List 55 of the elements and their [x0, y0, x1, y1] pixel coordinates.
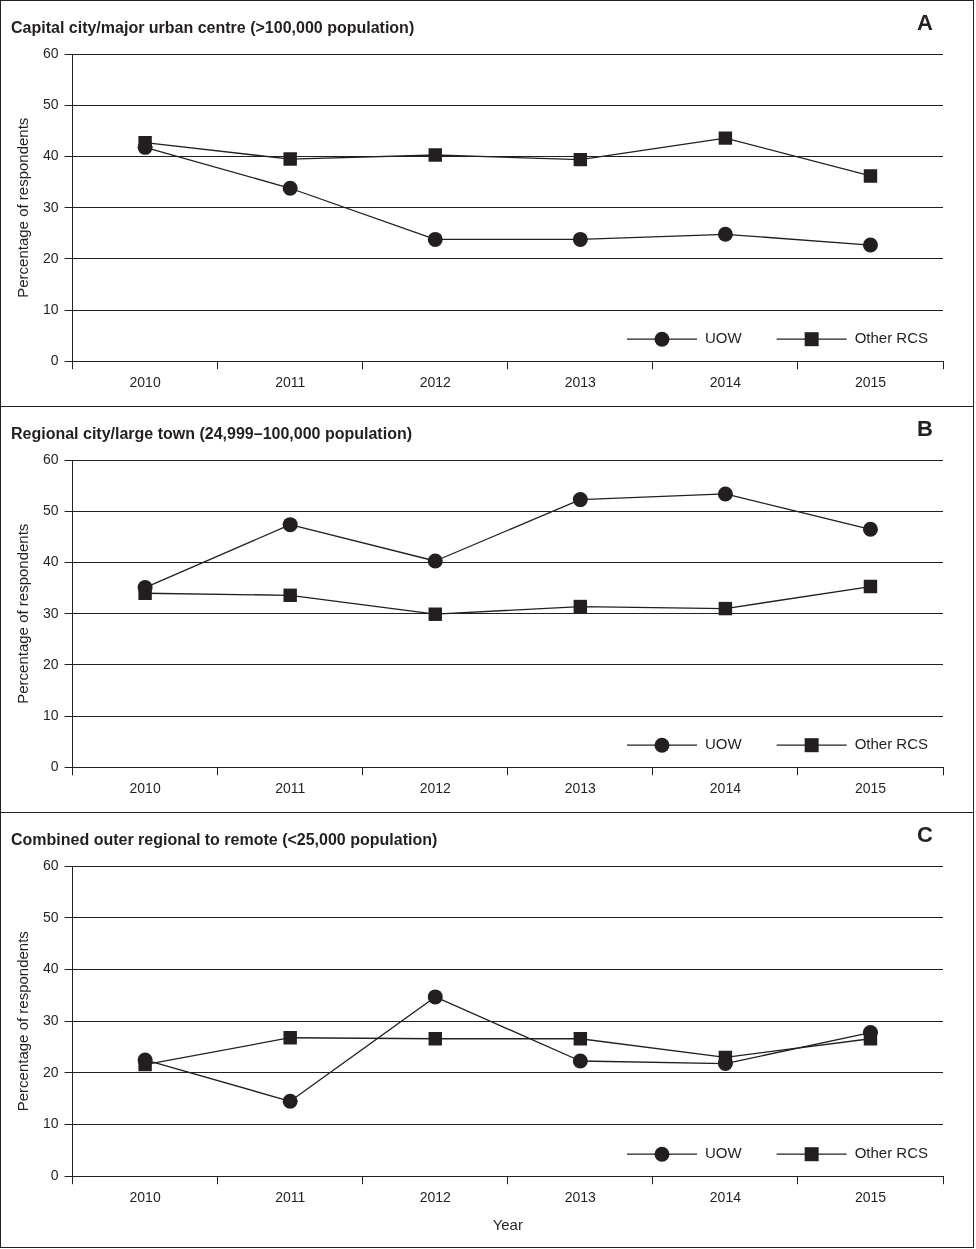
y-axis-title: Percentage of respondents	[14, 523, 32, 704]
text: B	[917, 416, 933, 442]
x-tick-label: 2012	[419, 1189, 452, 1206]
x-tick-label: 2010	[129, 374, 161, 391]
x-axis-title: Year	[492, 1216, 523, 1234]
legend-label: Other RCS	[854, 329, 929, 347]
y-tick-label: 30	[42, 1012, 59, 1029]
x-tick-label: 2014	[709, 374, 742, 391]
y-tick-label: 10	[42, 706, 59, 723]
x-tick-label: 2010	[129, 1189, 161, 1206]
y-axis-title: Percentage of respondents	[14, 931, 32, 1112]
y-tick-label: 10	[42, 1115, 59, 1132]
x-tick-label: 2015	[854, 1189, 887, 1206]
x-tick-label: 2013	[564, 780, 597, 797]
legend-label: Other RCS	[854, 735, 929, 753]
x-tick-label: 2012	[419, 780, 452, 797]
y-tick-label: 60	[42, 45, 59, 62]
chart-title: Regional city/large town (24,999–100,000 population)	[11, 425, 413, 443]
legend-label: Other RCS	[854, 1144, 929, 1162]
text: A	[917, 10, 934, 36]
y-tick-label: 60	[42, 857, 59, 874]
chart-title: Capital city/major urban centre (>100,000 population)	[11, 19, 415, 37]
y-tick-label: 0	[50, 1167, 59, 1184]
x-tick-label: 2013	[564, 1189, 597, 1206]
y-tick-label: 40	[42, 960, 59, 977]
x-tick-label: 2011	[275, 780, 306, 797]
chart-title: Combined outer regional to remote (<25,000 population)	[11, 831, 438, 849]
y-tick-label: 60	[42, 451, 59, 468]
x-tick-label: 2011	[275, 374, 306, 391]
y-tick-label: 20	[42, 249, 59, 266]
x-tick-label: 2014	[709, 780, 742, 797]
y-tick-label: 40	[42, 147, 59, 164]
y-tick-label: 10	[42, 300, 59, 317]
y-tick-label: 30	[42, 604, 59, 621]
x-tick-label: 2015	[854, 780, 887, 797]
y-tick-label: 20	[42, 1063, 59, 1080]
x-tick-label: 2010	[129, 780, 161, 797]
legend-label: UOW	[704, 1144, 743, 1162]
text: C	[917, 822, 934, 848]
y-tick-label: 50	[42, 502, 59, 519]
x-tick-label: 2011	[275, 1189, 306, 1206]
y-tick-label: 30	[42, 198, 59, 215]
legend-label: UOW	[704, 329, 743, 347]
x-tick-label: 2012	[419, 374, 452, 391]
y-tick-label: 40	[42, 553, 59, 570]
y-tick-label: 20	[42, 655, 59, 672]
y-tick-label: 50	[42, 908, 59, 925]
legend-label: UOW	[704, 735, 743, 753]
y-axis-title: Percentage of respondents	[14, 117, 32, 298]
x-tick-label: 2014	[709, 1189, 742, 1206]
x-tick-label: 2013	[564, 374, 597, 391]
y-tick-label: 0	[50, 758, 59, 775]
y-tick-label: 50	[42, 96, 59, 113]
y-tick-label: 0	[50, 352, 59, 369]
x-tick-label: 2015	[854, 374, 887, 391]
